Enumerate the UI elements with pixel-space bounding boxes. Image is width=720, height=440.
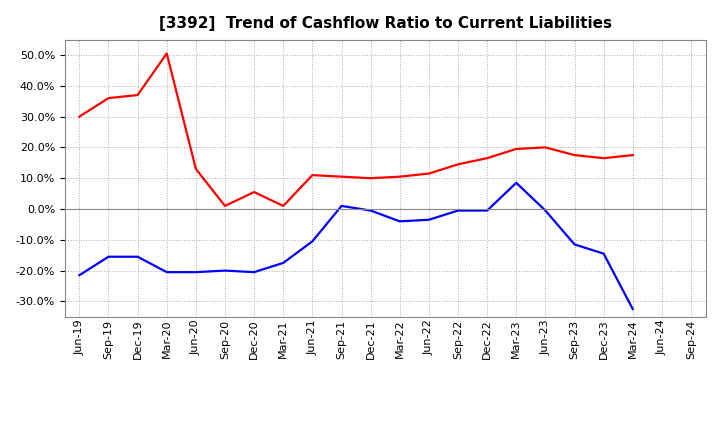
Line: Operating CF to Current Liabilities: Operating CF to Current Liabilities (79, 53, 633, 206)
Free CF to Current Liabilities (308, 238, 317, 244)
Free CF to Current Liabilities (192, 269, 200, 275)
Operating CF to Current Liabilities (570, 152, 579, 158)
Operating CF to Current Liabilities (104, 95, 113, 101)
Free CF to Current Liabilities (337, 203, 346, 209)
Free CF to Current Liabilities (512, 180, 521, 185)
Free CF to Current Liabilities (279, 260, 287, 265)
Operating CF to Current Liabilities (454, 161, 462, 167)
Free CF to Current Liabilities (366, 208, 375, 213)
Free CF to Current Liabilities (541, 208, 550, 213)
Operating CF to Current Liabilities (512, 146, 521, 151)
Operating CF to Current Liabilities (192, 166, 200, 172)
Free CF to Current Liabilities (163, 269, 171, 275)
Operating CF to Current Liabilities (337, 174, 346, 180)
Operating CF to Current Liabilities (599, 155, 608, 161)
Operating CF to Current Liabilities (541, 145, 550, 150)
Free CF to Current Liabilities (570, 242, 579, 247)
Operating CF to Current Liabilities (483, 155, 492, 161)
Free CF to Current Liabilities (425, 217, 433, 222)
Operating CF to Current Liabilities (250, 189, 258, 194)
Free CF to Current Liabilities (250, 269, 258, 275)
Operating CF to Current Liabilities (395, 174, 404, 180)
Operating CF to Current Liabilities (366, 176, 375, 181)
Free CF to Current Liabilities (454, 208, 462, 213)
Operating CF to Current Liabilities (308, 172, 317, 178)
Title: [3392]  Trend of Cashflow Ratio to Current Liabilities: [3392] Trend of Cashflow Ratio to Curren… (158, 16, 612, 32)
Free CF to Current Liabilities (599, 251, 608, 256)
Operating CF to Current Liabilities (425, 171, 433, 176)
Line: Free CF to Current Liabilities: Free CF to Current Liabilities (79, 183, 633, 309)
Operating CF to Current Liabilities (163, 51, 171, 56)
Free CF to Current Liabilities (629, 306, 637, 312)
Operating CF to Current Liabilities (279, 203, 287, 209)
Free CF to Current Liabilities (133, 254, 142, 259)
Operating CF to Current Liabilities (75, 114, 84, 119)
Operating CF to Current Liabilities (629, 152, 637, 158)
Operating CF to Current Liabilities (220, 203, 229, 209)
Free CF to Current Liabilities (104, 254, 113, 259)
Free CF to Current Liabilities (483, 208, 492, 213)
Free CF to Current Liabilities (75, 272, 84, 278)
Free CF to Current Liabilities (220, 268, 229, 273)
Free CF to Current Liabilities (395, 219, 404, 224)
Operating CF to Current Liabilities (133, 92, 142, 98)
